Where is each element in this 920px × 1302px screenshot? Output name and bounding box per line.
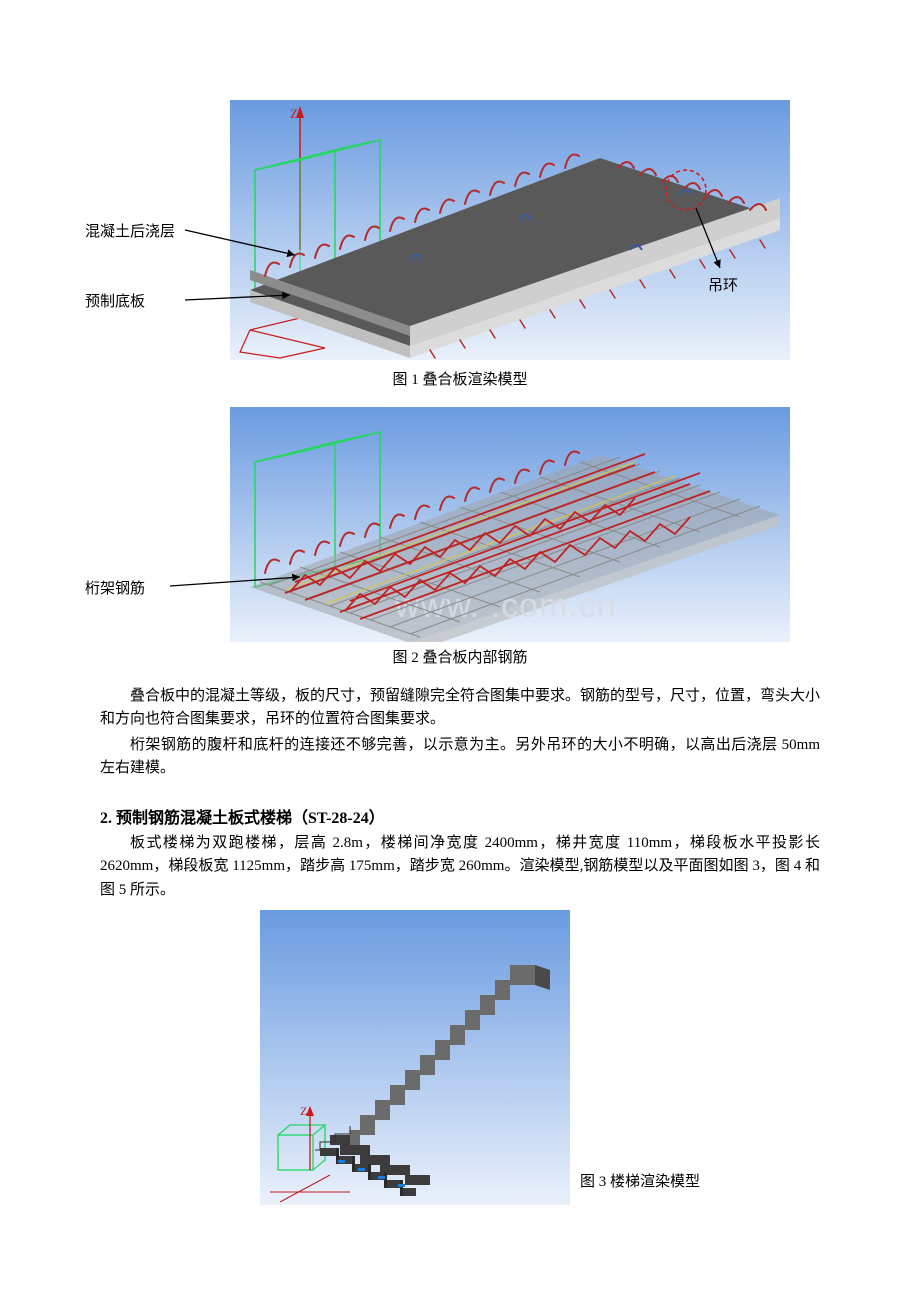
section-2-heading: 2. 预制钢筋混凝土板式楼梯（ST-28-24） xyxy=(100,804,820,828)
hook-label: 吊环 xyxy=(708,277,738,294)
figure-3-block: Z xyxy=(90,910,830,1205)
figure-2-block: 桁架钢筋 www. .com.cn xyxy=(90,407,830,642)
watermark-text: www. .com.cn xyxy=(394,587,617,625)
figure-2-caption: 图 2 叠合板内部钢筋 xyxy=(90,646,830,667)
figure-3-svg: Z xyxy=(260,910,570,1205)
left-arrows-svg xyxy=(170,100,370,360)
svg-text:Z: Z xyxy=(300,1104,307,1118)
figure-3-caption: 图 3 楼梯渲染模型 xyxy=(580,1170,700,1191)
figure-1-block: 混凝土后浇层 预制底板 Z xyxy=(90,100,830,360)
label-precast-base: 预制底板 xyxy=(85,290,145,311)
left-arrow-fig2 xyxy=(150,407,350,642)
paragraph-2: 桁架钢筋的腹杆和底杆的连接还不够完善，以示意为主。另外吊环的大小不明确，以高出后… xyxy=(100,734,820,781)
label-truss-rebar: 桁架钢筋 xyxy=(85,577,145,598)
label-concrete-top-layer: 混凝土后浇层 xyxy=(85,220,175,241)
paragraph-1: 叠合板中的混凝土等级，板的尺寸，预留缝隙完全符合图集中要求。钢筋的型号，尺寸，位… xyxy=(100,685,820,732)
figure-1-caption: 图 1 叠合板渲染模型 xyxy=(90,368,830,389)
section-2-body: 板式楼梯为双跑楼梯，层高 2.8m，楼梯间净宽度 2400mm，梯井宽度 110… xyxy=(100,832,820,902)
